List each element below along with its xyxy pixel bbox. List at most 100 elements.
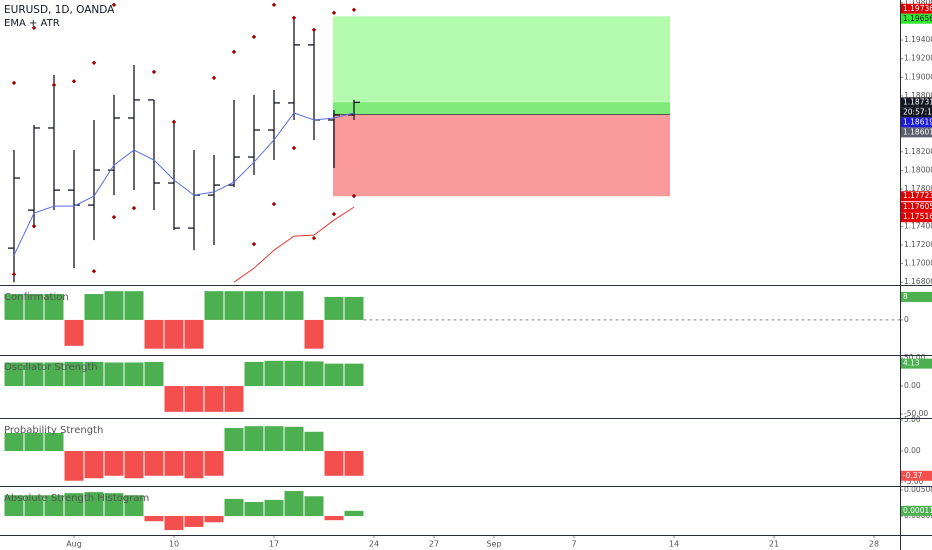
y-tick-label: 1.17800 [904,184,932,193]
histogram-bar [124,495,144,517]
y-tick-label: 50.00 [904,353,926,362]
histogram-bar [204,291,224,320]
price-label-box [901,212,932,223]
y-tick-label: 1.19000 [904,72,932,81]
indicator-line [233,206,355,283]
y-tick-label: 0.00 [904,446,921,455]
histogram-bar [124,450,144,479]
marker [311,27,317,33]
y-tick-label: 1.19800 [904,0,932,7]
histogram-bar [264,291,284,320]
y-tick-label: 0 [904,315,909,324]
histogram-bar [344,363,364,387]
histogram-bar [304,361,324,387]
marker [111,214,117,220]
marker [131,205,137,211]
y-tick-label: 0.00 [904,381,921,390]
histogram-bar [224,428,244,451]
x-tick-label: Sep [486,540,501,549]
panel [4,491,364,531]
histogram-bar [184,450,204,479]
histogram-bar [44,495,64,517]
y-tick-label: 1.18000 [904,165,932,174]
histogram-bar [84,492,104,517]
marker [271,2,277,8]
last-value-box [901,470,932,481]
x-tick-label: 10 [169,540,179,549]
y-tick-label: 1.16800 [904,277,932,286]
position-loss [333,114,670,197]
marker [251,34,257,40]
marker [51,82,57,88]
histogram-bar [224,386,244,412]
histogram-bar [344,450,364,476]
histogram-bar [124,291,144,320]
panel [4,426,364,481]
histogram-bar [304,319,324,349]
panel-title: Absolute Strength Histogram [4,493,149,504]
price-label-box [901,127,932,138]
histogram-bar [224,291,244,320]
histogram-bar [64,361,84,387]
histogram-bar [304,431,324,451]
price-label-box [901,191,932,202]
histogram-bar [64,450,84,481]
marker [31,25,37,31]
marker [91,269,97,274]
countdown-label: 20:57:10 [903,107,932,116]
histogram-bar [284,291,304,320]
panel-title: Probability Strength [4,425,103,436]
x-tick-label: 17 [269,540,279,549]
y-tick-label: 0.00500 [904,485,932,494]
histogram-bar [104,450,124,476]
histogram-bar [204,386,224,412]
marker [71,79,77,84]
last-value-label: 0.00011 [903,506,932,515]
x-tick-label: 14 [669,540,679,549]
marker [351,193,357,199]
marker [351,7,357,12]
histogram-bar [24,294,44,320]
histogram-bar [24,433,44,451]
histogram-bar [64,319,84,346]
histogram-bar [84,361,104,387]
histogram-bar [124,362,144,387]
histogram-bar [144,319,164,349]
y-tick-label: 5.00 [904,415,921,424]
histogram-bar [304,496,324,517]
histogram-bar [164,319,184,349]
price-label: 1.19736 [903,4,932,13]
histogram-bar [84,450,104,479]
histogram-bar [164,450,184,476]
histogram-bar [44,294,64,320]
histogram-bar [264,360,284,387]
marker [231,49,237,55]
histogram-bar [44,362,64,387]
y-tick-label: 1.18800 [904,91,932,100]
marker [111,2,117,8]
histogram-bar [144,516,164,522]
histogram-bar [84,294,104,320]
histogram-bar [244,361,264,387]
x-tick-label: Aug [66,540,82,549]
histogram-bar [24,362,44,387]
x-tick-label: 24 [369,540,379,549]
histogram-bar [164,516,184,531]
last-value-box [901,505,932,516]
y-tick-label: 1.17400 [904,221,932,230]
histogram-bar [284,491,304,517]
price-label: 1.17723 [903,191,932,200]
price-label-box [901,202,932,213]
position-profit [333,16,670,115]
price-label: 1.19656 [903,14,932,23]
marker [211,75,217,81]
histogram-bar [184,319,204,349]
histogram-bar [4,433,24,451]
marker [91,60,97,66]
histogram-bar [4,294,24,320]
histogram-bar [104,362,124,387]
histogram-bar [324,296,344,320]
indicator-line [13,112,355,256]
panel [8,2,670,283]
